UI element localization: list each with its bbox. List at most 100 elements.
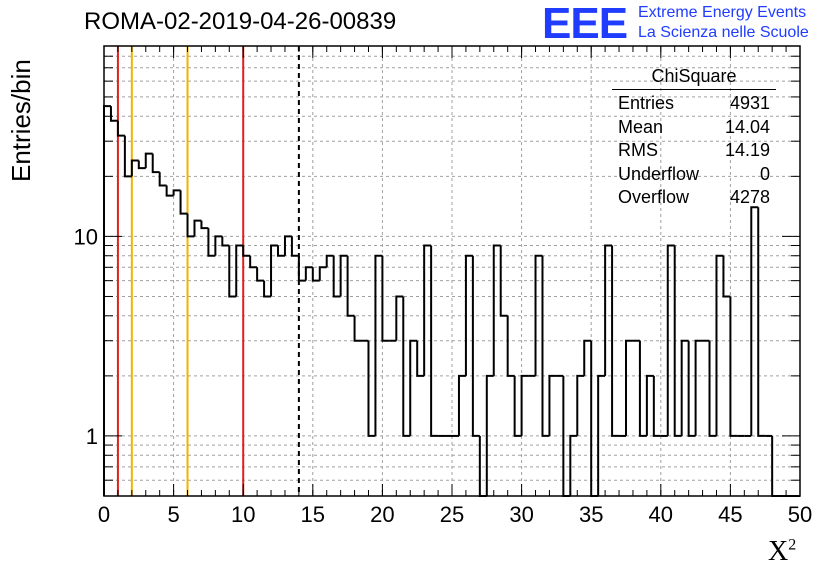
y-axis-label: Entries/bin xyxy=(6,59,36,182)
logo-line-1: Extreme Energy Events xyxy=(638,4,807,21)
histogram-bin xyxy=(193,219,202,237)
histogram-bin xyxy=(652,375,661,437)
x-tick-label: 30 xyxy=(509,502,533,527)
histogram-bin xyxy=(757,207,766,437)
histogram-bin xyxy=(297,255,306,282)
histogram-bin xyxy=(290,236,299,257)
histogram-bin xyxy=(109,106,118,122)
histogram-bin xyxy=(179,190,188,215)
histogram-bin xyxy=(604,244,613,376)
histogram-bin xyxy=(277,245,285,257)
histogram-bin xyxy=(534,254,543,376)
histogram-bin xyxy=(304,266,313,281)
x-tick-label: 35 xyxy=(579,502,603,527)
histogram-bin xyxy=(694,339,703,436)
histogram-bin xyxy=(103,105,111,496)
histogram-bin xyxy=(715,254,724,436)
histogram-bin xyxy=(151,153,160,174)
stats-title: ChiSquare xyxy=(612,66,776,90)
x-tick-label: 50 xyxy=(788,502,812,527)
histogram-bin xyxy=(409,339,418,436)
logo-line-2: La Scienza nelle Scuole xyxy=(638,24,809,41)
histogram-bin xyxy=(708,340,717,437)
x-tick-label: 25 xyxy=(440,502,464,527)
histogram-bin xyxy=(506,315,515,377)
histogram-bin xyxy=(137,160,146,170)
histogram-bin xyxy=(381,255,390,342)
histogram-bin xyxy=(283,235,292,256)
stats-value: 14.04 xyxy=(724,116,770,137)
y-tick-label: 10 xyxy=(74,224,98,249)
histogram-bin xyxy=(666,244,675,436)
stats-value: 4278 xyxy=(729,187,770,207)
histogram-bin xyxy=(332,255,341,298)
histogram-bin xyxy=(214,235,223,256)
histogram-bin xyxy=(729,296,738,437)
stats-row: Mean 14.04 xyxy=(612,116,776,140)
histogram-bin xyxy=(430,245,439,437)
histogram-bin xyxy=(123,135,132,178)
histogram-bin xyxy=(263,280,272,298)
histogram-bin xyxy=(158,172,167,187)
histogram-bin xyxy=(325,254,334,268)
histogram-bin xyxy=(144,152,153,169)
x-tick-label: 20 xyxy=(370,502,394,527)
histogram-bin xyxy=(130,159,139,177)
histogram-bin xyxy=(367,340,376,437)
histogram-bin xyxy=(471,255,480,437)
histogram-bin xyxy=(645,374,654,436)
stats-row: Underflow 0 xyxy=(612,163,776,187)
histogram-bin xyxy=(116,120,125,137)
histogram-bin xyxy=(492,244,501,376)
histogram-bin xyxy=(625,339,633,436)
histogram-bin xyxy=(597,374,606,496)
x-tick-label: 40 xyxy=(649,502,673,527)
histogram-bin xyxy=(576,374,585,436)
stats-row: RMS 14.19 xyxy=(612,139,776,163)
histogram-bin xyxy=(353,315,362,342)
x-tick-label: 0 xyxy=(98,502,110,527)
stats-label: Overflow xyxy=(618,187,690,207)
histogram-bin xyxy=(235,244,244,297)
histogram-bin xyxy=(270,244,278,297)
histogram-bin xyxy=(569,434,578,496)
histogram-bin xyxy=(541,255,550,437)
histogram-bin xyxy=(673,245,682,437)
y-tick-label: 1 xyxy=(86,424,98,449)
histogram-bin xyxy=(750,206,759,436)
histogram-bin xyxy=(464,254,473,376)
x-axis-label: X2 xyxy=(768,536,797,567)
stats-label: Underflow xyxy=(618,163,700,184)
run-title: ROMA-02-2019-04-26-00839 xyxy=(84,8,397,35)
histogram-bin xyxy=(722,255,731,298)
histogram-bin xyxy=(513,375,522,437)
histogram-bin xyxy=(311,267,320,282)
stats-value: 14.19 xyxy=(724,140,770,160)
histogram-bin xyxy=(172,189,181,196)
x-tick-label: 10 xyxy=(231,502,255,527)
histogram-bin xyxy=(186,213,195,238)
x-tick-label: 15 xyxy=(301,502,325,527)
histogram-bin xyxy=(680,339,689,436)
histogram-bin xyxy=(374,254,383,436)
histogram-bin xyxy=(318,266,327,281)
stats-box: ChiSquare Entries 4931 Mean 14.04 RMS 14… xyxy=(612,66,776,210)
histogram-bin xyxy=(638,340,647,437)
histogram-bin xyxy=(611,245,620,437)
histogram-bin xyxy=(423,244,432,376)
histogram-bin xyxy=(339,254,348,297)
histogram-bin xyxy=(165,185,174,197)
histogram-bin xyxy=(221,236,230,247)
stats-label: Entries xyxy=(618,93,675,113)
histogram-bin xyxy=(395,295,404,341)
histogram-bin xyxy=(548,374,557,436)
histogram-bin xyxy=(200,220,209,230)
x-tick-label: 45 xyxy=(718,502,742,527)
histogram-bin xyxy=(499,245,508,317)
histogram-bin xyxy=(402,296,411,437)
histogram-bin xyxy=(242,245,251,257)
stats-label: Mean xyxy=(618,116,664,137)
histogram-bin xyxy=(457,374,466,436)
stats-value: 4931 xyxy=(729,93,770,113)
